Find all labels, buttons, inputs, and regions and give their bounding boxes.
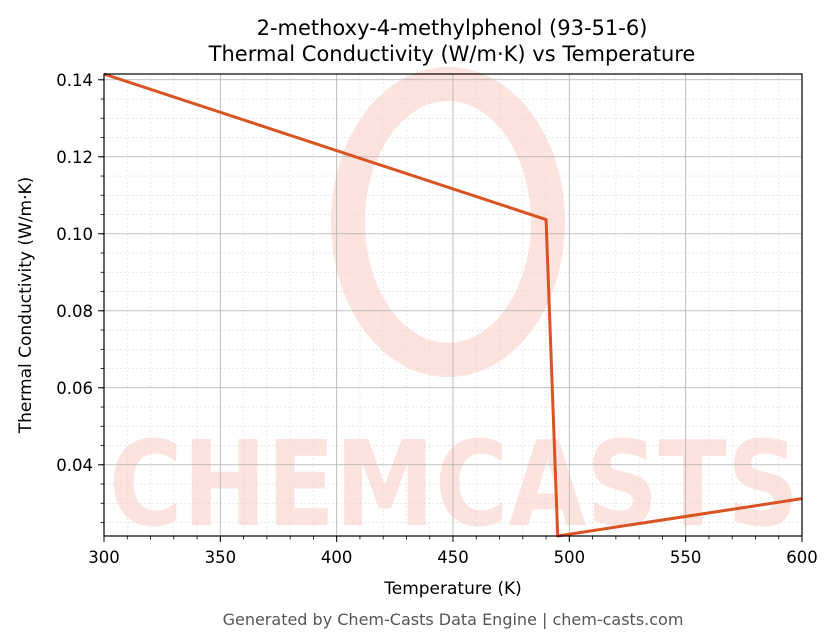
x-tick-label: 450 <box>437 548 469 567</box>
x-tick-label: 400 <box>321 548 353 567</box>
y-tick-label: 0.08 <box>56 302 93 321</box>
x-tick-label: 300 <box>88 548 120 567</box>
x-tick-label: 550 <box>670 548 702 567</box>
footer-credit: Generated by Chem-Casts Data Engine | ch… <box>223 610 684 629</box>
y-axis-label: Thermal Conductivity (W/m·K) <box>16 177 36 435</box>
chart-title-line2: Thermal Conductivity (W/m·K) vs Temperat… <box>208 42 696 66</box>
major-grid <box>103 74 803 536</box>
y-tick-label: 0.12 <box>56 148 93 167</box>
y-tick-label: 0.10 <box>56 225 93 244</box>
x-axis-label: Temperature (K) <box>383 579 522 599</box>
y-tick-label: 0.06 <box>56 379 93 398</box>
x-tick-label: 350 <box>205 548 237 567</box>
watermark: CHEMCASTS <box>109 67 799 553</box>
series-line <box>103 72 803 538</box>
chart-title-line1: 2-methoxy-4-methylphenol (93-51-6) <box>257 16 648 40</box>
x-tick-label: 600 <box>786 548 818 567</box>
series-layer <box>103 72 803 538</box>
tick-layer: 300 350 400 450 500 550 600 0.04 0.06 0.08 0.10 0.1… <box>56 71 818 567</box>
x-tick-label: 500 <box>554 548 586 567</box>
y-tick-label: 0.14 <box>56 71 93 90</box>
watermark-logo-ring <box>331 67 565 377</box>
y-tick-label: 0.04 <box>56 456 93 475</box>
